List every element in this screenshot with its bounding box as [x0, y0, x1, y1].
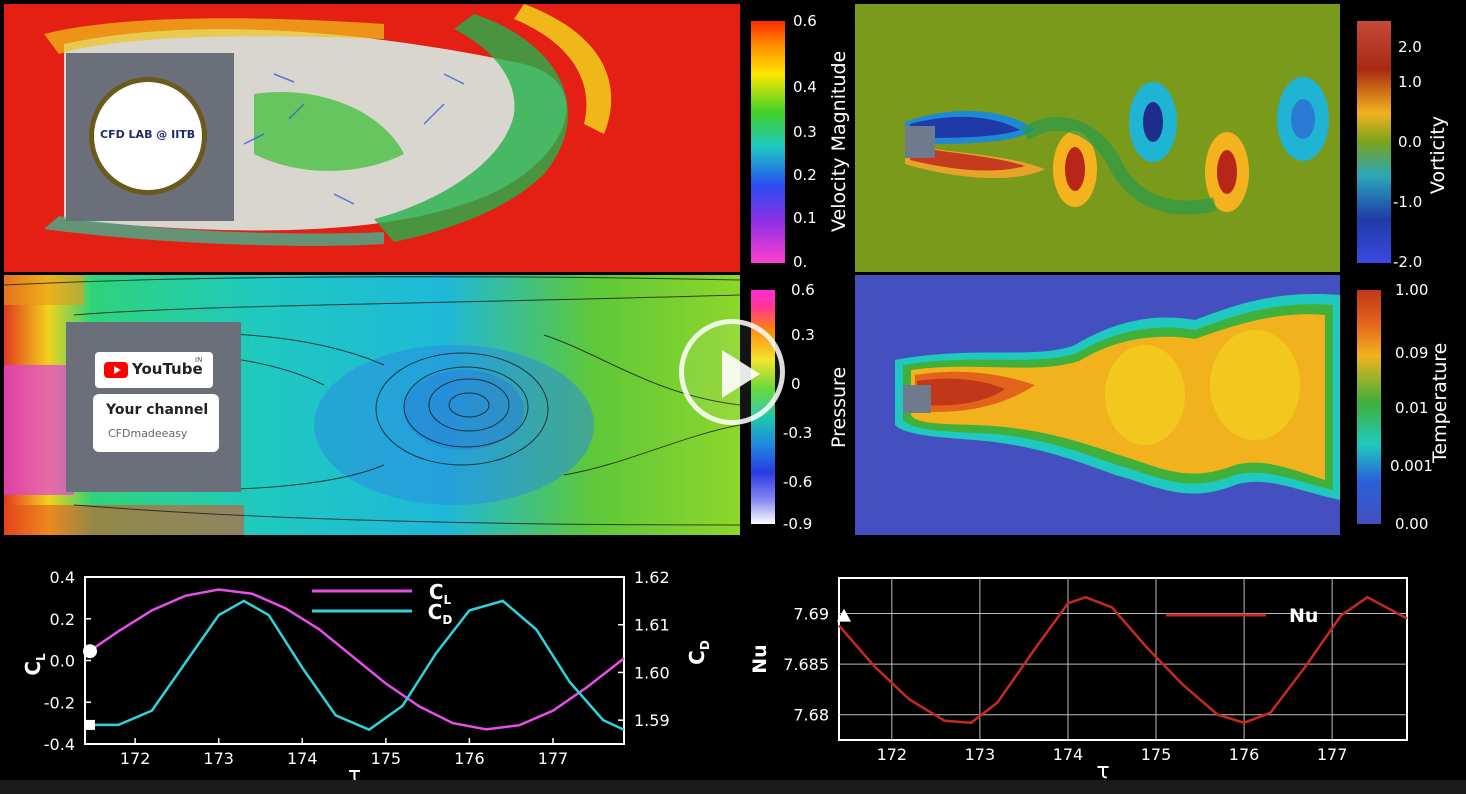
lift-drag-chart: 172 173 174 175 176 177 0.4 0.2 0.0 -0.2 -0.4 1.62 1… [21, 568, 712, 780]
legend-label-0: Nu [1289, 605, 1318, 627]
x-tick-label-4: 176 [1229, 745, 1260, 764]
temperature-tick-3: 0.001 [1390, 457, 1433, 475]
temperature-field-image [855, 275, 1340, 535]
youtube-label: YouTube [132, 360, 203, 378]
y-right-tick-label-2: 1.60 [634, 663, 670, 682]
vorticity-tick-2: 0.0 [1398, 133, 1422, 151]
temperature-tick-4: 0.00 [1395, 515, 1429, 533]
legend-label-0: CL [429, 580, 452, 607]
vorticity-tick-4: -2.0 [1393, 253, 1423, 271]
series-line-0 [84, 588, 625, 731]
x-tick-label-3: 175 [1141, 745, 1172, 764]
velocity-title: Velocity Magnitude [828, 50, 850, 232]
x-tick-label-1: 173 [203, 749, 234, 768]
pressure-tick-5: -0.9 [783, 515, 813, 533]
y-left-tick-label-1: 0.2 [50, 610, 75, 629]
y-tick-label-0: 7.69 [793, 604, 829, 623]
youtube-region: IN [195, 356, 203, 364]
x-tick-label-1: 173 [965, 745, 996, 764]
velocity-tick-4: 0.1 [793, 209, 817, 227]
temperature-tick-1: 0.09 [1395, 344, 1429, 362]
vorticity-title: Vorticity [1427, 115, 1449, 195]
lab-logo-text: CFD LAB @ IITB [100, 128, 196, 141]
video-play-button[interactable] [679, 319, 785, 425]
vorticity-field-image [855, 4, 1340, 272]
x-axis-label: τ [348, 763, 361, 780]
y-left-tick-label-0: 0.4 [50, 568, 75, 587]
x-tick-label-2: 174 [287, 749, 318, 768]
pressure-panel: YouTube IN Your channel CFDmadeeasy [4, 275, 740, 535]
y-right-tick-label-1: 1.61 [634, 616, 670, 635]
x-tick-label-5: 177 [538, 749, 569, 768]
plot-frame [838, 577, 1408, 741]
vorticity-tick-0: 2.0 [1398, 38, 1422, 56]
x-tick-label-0: 172 [120, 749, 151, 768]
temperature-tick-0: 1.00 [1395, 281, 1429, 299]
play-icon [722, 350, 760, 398]
temperature-colorbar [1357, 290, 1381, 524]
channel-card[interactable]: Your channel CFDmadeeasy [93, 394, 219, 452]
pressure-title: Pressure [828, 366, 850, 448]
temperature-tick-2: 0.01 [1395, 399, 1429, 417]
y-left-axis-label: CL [21, 653, 48, 676]
y-tick-label-1: 7.685 [783, 655, 829, 674]
pressure-tick-0: 0.6 [791, 281, 815, 299]
y-right-axis-label: CD [685, 640, 712, 665]
velocity-tick-5: 0. [793, 253, 808, 271]
pressure-tick-3: -0.3 [783, 424, 813, 442]
velocity-vector-panel: CFD LAB @ IITB [4, 4, 740, 272]
nu-current-marker [837, 608, 851, 622]
velocity-tick-3: 0.2 [793, 166, 817, 184]
x-tick-label-2: 174 [1053, 745, 1084, 764]
youtube-play-triangle-icon [114, 366, 121, 374]
lab-logo-overlay: CFD LAB @ IITB [66, 53, 234, 221]
velocity-tick-1: 0.4 [793, 78, 817, 96]
youtube-badge[interactable]: YouTube IN [95, 352, 213, 388]
pressure-tick-2: 0 [791, 375, 801, 393]
legend-label-1: CD [428, 600, 453, 627]
player-bottom-bar [0, 780, 1466, 794]
y-left-tick-label-3: -0.2 [44, 693, 75, 712]
vorticity-tick-3: -1.0 [1393, 193, 1423, 211]
youtube-overlay: YouTube IN Your channel CFDmadeeasy [66, 322, 241, 492]
vorticity-panel [855, 4, 1340, 272]
velocity-colorbar [751, 21, 785, 263]
temperature-panel [855, 275, 1340, 535]
x-tick-label-0: 172 [877, 745, 908, 764]
series-line-1 [85, 599, 625, 732]
velocity-tick-0: 0.6 [793, 12, 817, 30]
y-axis-label: Nu [749, 644, 771, 673]
cd-current-marker [85, 719, 95, 730]
vorticity-colorbar [1357, 21, 1391, 263]
vorticity-tick-1: 1.0 [1398, 73, 1422, 91]
y-tick-label-2: 7.68 [793, 706, 829, 725]
pressure-tick-1: 0.3 [791, 326, 815, 344]
y-left-tick-label-4: -0.4 [44, 735, 75, 754]
channel-line: Your channel [106, 402, 209, 418]
y-left-tick-label-2: 0.0 [50, 652, 75, 671]
y-right-tick-label-3: 1.59 [634, 711, 670, 730]
plot-frame [84, 576, 625, 745]
pressure-tick-4: -0.6 [783, 473, 813, 491]
cl-current-marker [83, 644, 97, 659]
velocity-tick-2: 0.3 [793, 123, 817, 141]
channel-name: CFDmadeeasy [108, 427, 188, 440]
x-tick-label-3: 175 [371, 749, 402, 768]
lab-logo: CFD LAB @ IITB [89, 77, 207, 195]
x-tick-label-5: 177 [1317, 745, 1348, 764]
x-axis-label: τ [1096, 759, 1109, 780]
nusselt-chart: 172 173 174 175 176 177 7.69 7.685 7.68 τ Nu Nu [749, 577, 1408, 780]
y-right-tick-label-0: 1.62 [634, 568, 670, 587]
temperature-title: Temperature [1429, 342, 1451, 463]
series-line-0 [838, 595, 1408, 725]
x-tick-label-4: 176 [454, 749, 485, 768]
